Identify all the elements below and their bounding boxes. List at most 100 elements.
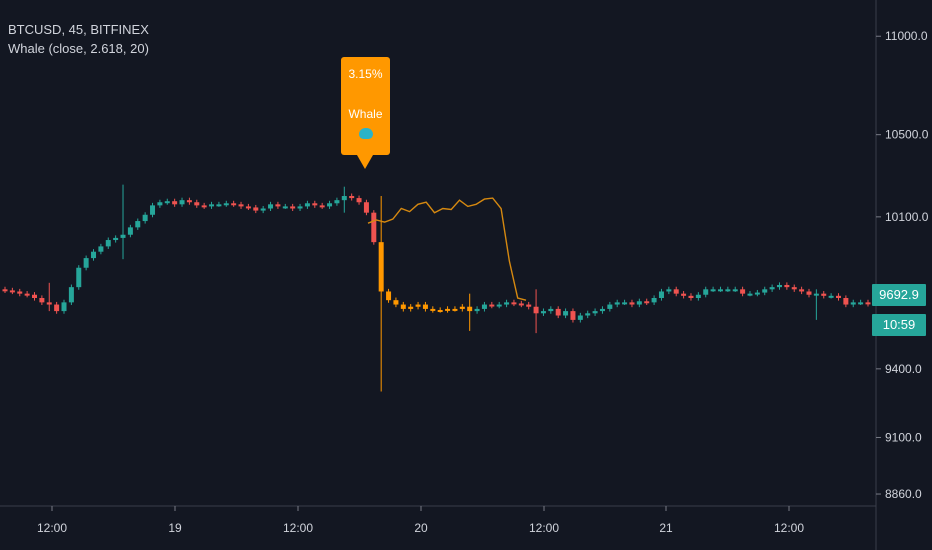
candle-body bbox=[518, 303, 524, 306]
candle-body bbox=[209, 204, 215, 207]
candle-body bbox=[363, 202, 369, 213]
candle-body bbox=[150, 205, 156, 215]
whale-icon bbox=[359, 128, 373, 139]
indicator-path bbox=[367, 197, 527, 301]
candle-body bbox=[76, 267, 82, 288]
candle-body bbox=[275, 204, 281, 207]
candle-body bbox=[164, 201, 170, 204]
candle-body bbox=[142, 214, 148, 222]
candle-body bbox=[762, 289, 768, 293]
candle-body bbox=[614, 302, 620, 305]
indicator-label[interactable]: Whale (close, 2.618, 20) bbox=[8, 41, 149, 56]
price-axis: 11000.0 10500.0 10100.0 9400.0 9100.0 8860.0 bbox=[876, 29, 929, 501]
candle-body bbox=[245, 206, 251, 209]
candle-body bbox=[127, 227, 133, 235]
candle-body bbox=[548, 308, 554, 312]
candle-body bbox=[157, 202, 163, 206]
candle-body bbox=[769, 287, 775, 290]
candle-body bbox=[474, 308, 480, 312]
candle-body bbox=[135, 221, 141, 228]
candle-body bbox=[319, 205, 325, 208]
candle-body bbox=[17, 291, 23, 294]
time-tick-label: 19 bbox=[168, 521, 182, 535]
candle-body bbox=[666, 289, 672, 292]
candle-body bbox=[186, 200, 192, 203]
candle-body bbox=[2, 289, 8, 292]
candle-body bbox=[821, 293, 827, 296]
time-tick-label: 12:00 bbox=[283, 521, 313, 535]
time-tick-label: 20 bbox=[414, 521, 428, 535]
last-price-tag: 9692.9 bbox=[872, 284, 926, 306]
candle-body bbox=[865, 302, 871, 305]
candle-body bbox=[61, 302, 67, 312]
candle-body bbox=[732, 289, 738, 292]
candle-body bbox=[400, 304, 406, 309]
candle-body bbox=[776, 284, 782, 288]
candle-body bbox=[9, 290, 15, 293]
candle-body bbox=[39, 298, 45, 303]
candle-body bbox=[408, 306, 414, 309]
candle-body bbox=[725, 289, 731, 292]
whale-percent: 3.15% bbox=[348, 67, 383, 81]
candle-body bbox=[68, 287, 74, 303]
candle-body bbox=[695, 294, 701, 299]
candle-body bbox=[223, 203, 229, 206]
candle-body bbox=[312, 203, 318, 206]
candle-body bbox=[334, 200, 340, 204]
candle-body bbox=[563, 311, 569, 316]
candle-body bbox=[268, 204, 274, 209]
candle-body bbox=[24, 293, 30, 296]
candle-body bbox=[290, 206, 296, 209]
candles-group bbox=[2, 184, 871, 392]
chart-legend: BTCUSD, 45, BITFINEX Whale (close, 2.618… bbox=[8, 20, 149, 58]
whale-label: Whale bbox=[348, 107, 383, 121]
candle-body bbox=[747, 293, 753, 296]
candle-body bbox=[585, 313, 591, 316]
candle-body bbox=[496, 304, 502, 307]
candle-body bbox=[784, 284, 790, 288]
candle-body bbox=[740, 289, 746, 294]
candle-body bbox=[83, 258, 89, 268]
candle-body bbox=[386, 291, 392, 301]
candle-body bbox=[422, 304, 428, 309]
candle-body bbox=[577, 315, 583, 320]
candle-body bbox=[754, 292, 760, 295]
candle-body bbox=[717, 289, 723, 292]
candle-body bbox=[799, 289, 805, 292]
candle-body bbox=[216, 204, 222, 207]
candle-body bbox=[843, 298, 849, 305]
candle-body bbox=[540, 311, 546, 314]
candle-body bbox=[260, 208, 266, 211]
candle-body bbox=[533, 306, 539, 314]
candle-body bbox=[415, 304, 421, 307]
countdown-tag: 10:59 bbox=[872, 314, 926, 336]
candle-body bbox=[658, 291, 664, 299]
candle-body bbox=[703, 289, 709, 295]
whale-callout[interactable]: 3.15% Whale bbox=[341, 57, 390, 169]
candle-body bbox=[304, 203, 310, 207]
candle-body bbox=[504, 302, 510, 305]
candle-body bbox=[430, 308, 436, 311]
candle-body bbox=[673, 289, 679, 294]
price-tick-label: 9100.0 bbox=[885, 430, 922, 444]
candle-body bbox=[681, 293, 687, 296]
callout-pointer bbox=[357, 155, 373, 169]
candle-body bbox=[806, 291, 812, 295]
candle-body bbox=[592, 311, 598, 314]
candle-body bbox=[858, 302, 864, 305]
candle-body bbox=[467, 306, 473, 312]
candle-body bbox=[526, 304, 532, 307]
candle-body bbox=[636, 301, 642, 305]
candle-body bbox=[238, 204, 244, 207]
candle-body bbox=[356, 198, 362, 203]
candle-body bbox=[378, 242, 384, 292]
symbol-label[interactable]: BTCUSD, 45, BITFINEX bbox=[8, 22, 149, 37]
candle-body bbox=[555, 308, 561, 316]
candle-body bbox=[371, 212, 377, 243]
candle-body bbox=[120, 234, 126, 238]
candle-body bbox=[437, 310, 443, 313]
candle-body bbox=[297, 206, 303, 209]
candle-body bbox=[349, 196, 355, 199]
candle-body bbox=[828, 295, 834, 298]
